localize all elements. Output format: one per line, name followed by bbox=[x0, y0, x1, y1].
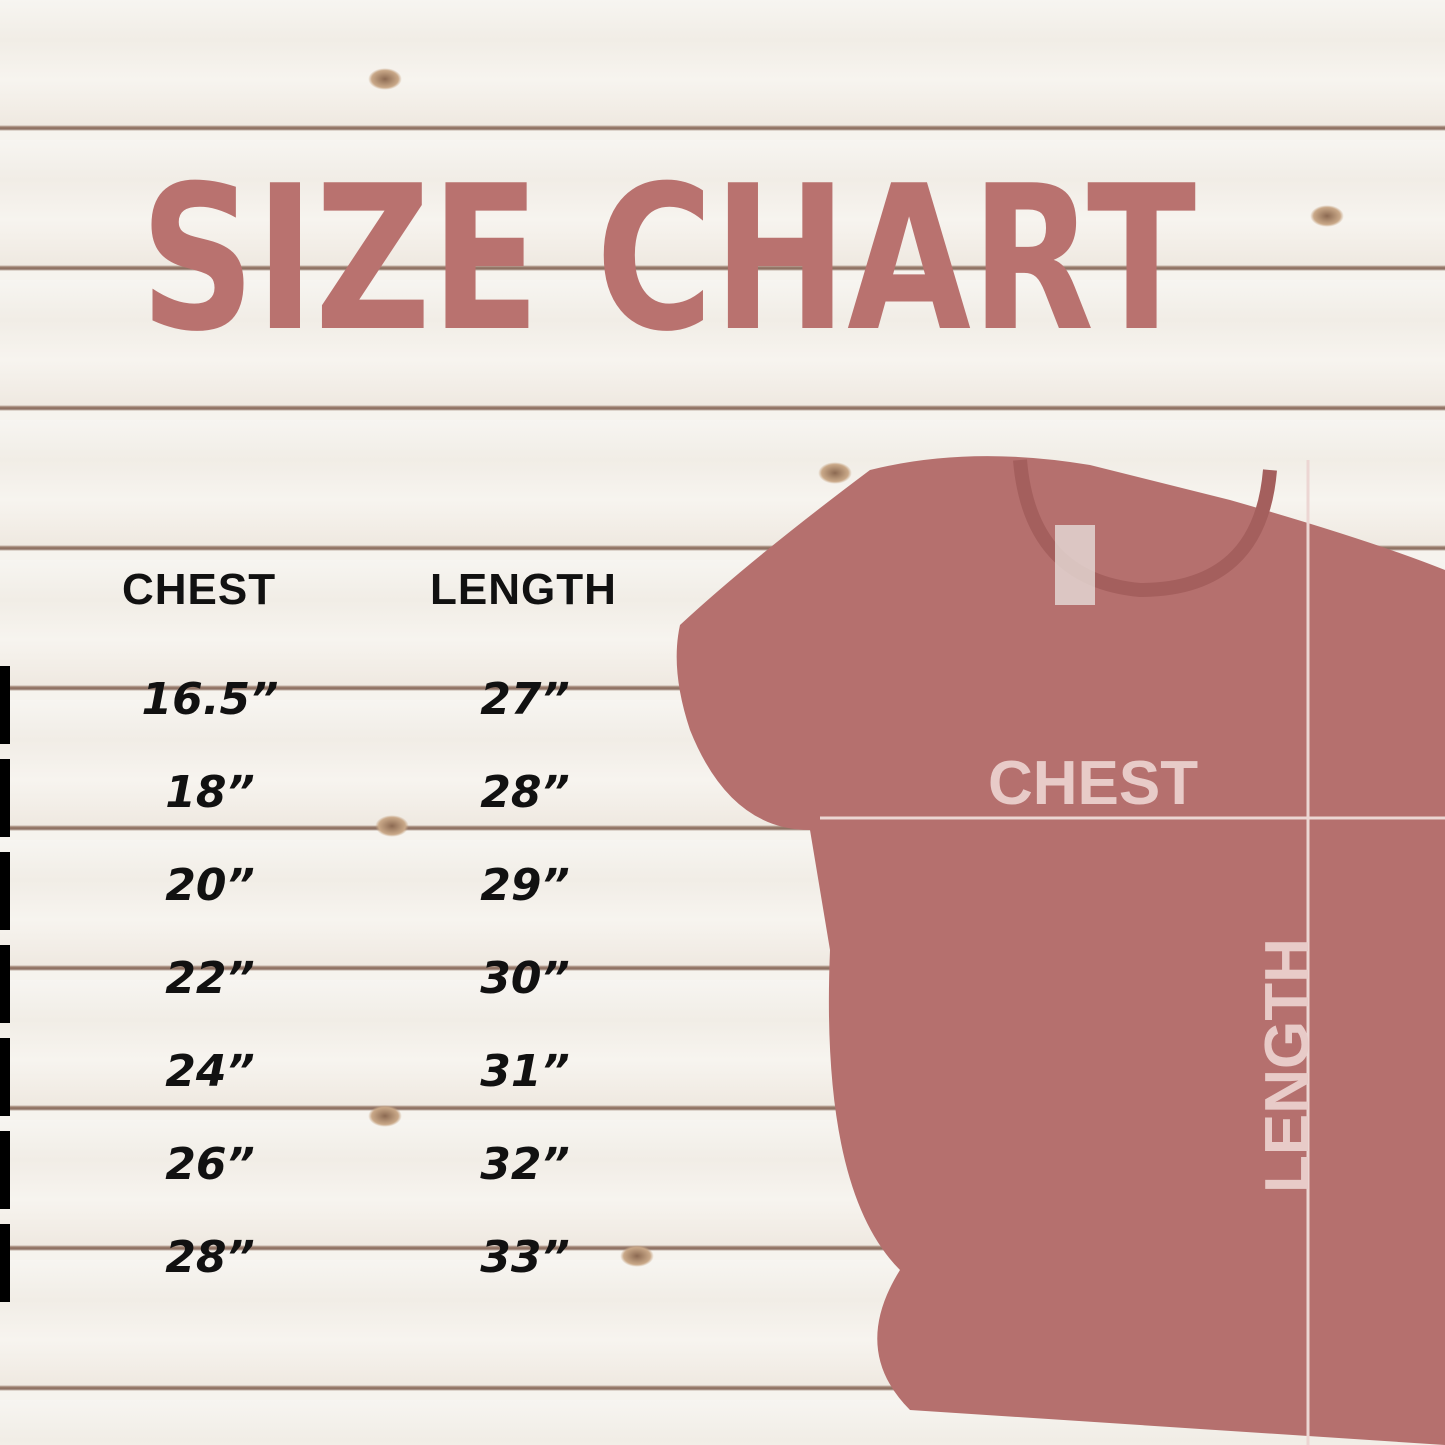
chest-value: 16.5” bbox=[141, 674, 279, 725]
chest-value: 28” bbox=[165, 1232, 255, 1283]
length-measure-label: LENGTH bbox=[1252, 938, 1322, 1193]
length-value: 29” bbox=[480, 860, 570, 911]
chest-value: 22” bbox=[165, 953, 255, 1004]
wood-knot bbox=[818, 462, 852, 484]
table-row: 20” 29” bbox=[0, 852, 700, 930]
chest-value: 20” bbox=[165, 860, 255, 911]
chest-measure-label: CHEST bbox=[988, 749, 1199, 818]
length-value: 33” bbox=[480, 1232, 570, 1283]
length-value: 32” bbox=[480, 1139, 570, 1190]
length-header: LENGTH bbox=[430, 565, 617, 614]
table-row: 28” 33” bbox=[0, 1224, 700, 1302]
row-marker bbox=[0, 1038, 10, 1116]
length-value: 30” bbox=[480, 953, 570, 1004]
wood-knot bbox=[368, 68, 402, 90]
length-value: 27” bbox=[480, 674, 570, 725]
row-marker bbox=[0, 1131, 10, 1209]
wood-knot bbox=[368, 1105, 402, 1127]
table-row: 24” 31” bbox=[0, 1038, 700, 1116]
table-row: 18” 28” bbox=[0, 759, 700, 837]
wood-knot bbox=[1310, 205, 1344, 227]
row-marker bbox=[0, 1224, 10, 1302]
length-value: 31” bbox=[480, 1046, 570, 1097]
chest-value: 26” bbox=[165, 1139, 255, 1190]
chest-value: 24” bbox=[165, 1046, 255, 1097]
chest-header: CHEST bbox=[122, 565, 277, 614]
row-marker bbox=[0, 852, 10, 930]
chest-value: 18” bbox=[165, 767, 255, 818]
row-marker bbox=[0, 666, 10, 744]
page-title: SIZE CHART bbox=[140, 143, 1197, 376]
table-row: 22” 30” bbox=[0, 945, 700, 1023]
tshirt-image bbox=[676, 456, 1445, 1445]
length-value: 28” bbox=[480, 767, 570, 818]
table-row: 16.5” 27” bbox=[0, 666, 700, 744]
table-row: 26” 32” bbox=[0, 1131, 700, 1209]
wood-knot bbox=[620, 1245, 654, 1267]
row-marker bbox=[0, 759, 10, 837]
row-marker bbox=[0, 945, 10, 1023]
wood-knot bbox=[375, 815, 409, 837]
